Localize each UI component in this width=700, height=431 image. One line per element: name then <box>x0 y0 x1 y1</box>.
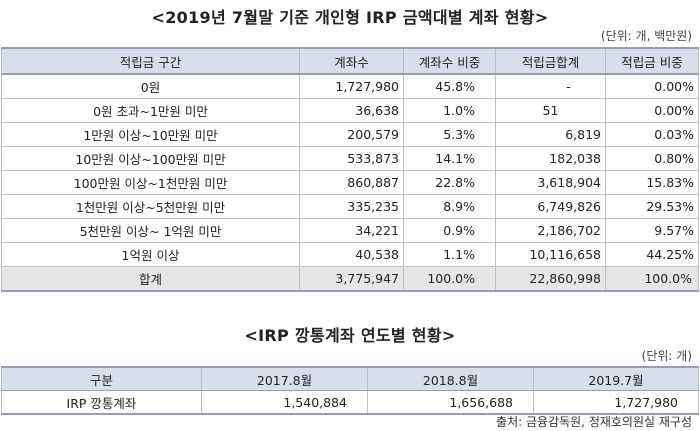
cell-reserve-share: 0.03% <box>605 122 699 147</box>
table-row: 1만원 이상~10만원 미만 200,579 5.3% 6,819 0.03% <box>1 122 699 147</box>
cell-range: 0원 초과~1만원 미만 <box>1 98 300 123</box>
table-row: 0원 초과~1만원 미만 36,638 1.0% 51 0.00% <box>1 98 699 123</box>
cell-reserve-total: 3,618,904 <box>495 170 606 195</box>
table2-title: <IRP 깡통계좌 연도별 현황> <box>244 326 456 345</box>
table-row: IRP 깡통계좌 1,540,884 1,656,688 1,727,980 <box>1 390 699 415</box>
cell-accounts: 3,775,947 <box>299 266 404 292</box>
cell-account-share: 14.1% <box>403 146 496 171</box>
cell-reserve-total: 6,749,826 <box>495 194 606 219</box>
table1-unit-note: (단위: 개, 백만원) <box>600 29 692 43</box>
cell-range: 0원 <box>1 73 300 99</box>
cell-account-share: 100.0% <box>403 266 496 292</box>
cell-reserve-share: 0.80% <box>605 146 699 171</box>
table-header-row: 적립금 구간 계좌수 계좌수 비중 적립금합계 적립금 비중 <box>1 47 699 75</box>
cell-reserve-share: 9.57% <box>605 218 699 243</box>
cell-reserve-share: 0.00% <box>605 73 699 99</box>
cell-reserve-share: 15.83% <box>605 170 699 195</box>
cell-reserve-share: 29.53% <box>605 194 699 219</box>
cell-accounts: 36,638 <box>299 98 404 123</box>
irp-amount-table: 적립금 구간 계좌수 계좌수 비중 적립금합계 적립금 비중 0원 1,727,9… <box>1 47 699 292</box>
table-row: 0원 1,727,980 45.8% -0.00% <box>1 73 699 99</box>
col-header-reserve-total: 적립금합계 <box>495 47 606 75</box>
cell-range: 합계 <box>1 266 300 292</box>
cell-range: 1천만원 이상~5천만원 미만 <box>1 194 300 219</box>
cell-accounts: 40,538 <box>299 242 404 267</box>
cell-accounts: 200,579 <box>299 122 404 147</box>
row-label: IRP 깡통계좌 <box>1 390 202 415</box>
cell-reserve-total: 22,860,998 <box>495 266 606 292</box>
cell-2017: 1,540,884 <box>201 390 368 415</box>
table1-title: <2019년 7월말 기준 개인형 IRP 금액대별 계좌 현황> <box>151 8 549 27</box>
col-header-2017: 2017.8월 <box>201 366 368 391</box>
cell-reserve-total: 10,116,658 <box>495 242 606 267</box>
cell-reserve-total: - <box>495 73 606 99</box>
col-header-2018: 2018.8월 <box>367 366 534 391</box>
cell-account-share: 22.8% <box>403 170 496 195</box>
cell-account-share: 5.3% <box>403 122 496 147</box>
table-row: 100만원 이상~1천만원 미만 860,887 22.8% 3,618,904 15.… <box>1 170 699 195</box>
col-header-2019: 2019.7월 <box>533 366 699 391</box>
cell-reserve-share: 0.00% <box>605 98 699 123</box>
cell-2018: 1,656,688 <box>367 390 534 415</box>
col-header-category: 구분 <box>1 366 202 391</box>
cell-reserve-total: 6,819 <box>495 122 606 147</box>
cell-reserve-share: 100.0% <box>605 266 699 292</box>
table-header-row: 구분 2017.8월 2018.8월 2019.7월 <box>1 366 699 391</box>
cell-reserve-total: 182,038 <box>495 146 606 171</box>
cell-accounts: 533,873 <box>299 146 404 171</box>
cell-range: 100만원 이상~1천만원 미만 <box>1 170 300 195</box>
cell-accounts: 34,221 <box>299 218 404 243</box>
table-row: 1천만원 이상~5천만원 미만 335,235 8.9% 6,749,826 29.53… <box>1 194 699 219</box>
cell-reserve-share: 44.25% <box>605 242 699 267</box>
source-note: 출처: 금융감독원, 정재호의원실 재구성 <box>496 415 692 429</box>
cell-account-share: 45.8% <box>403 73 496 99</box>
table-row: 5천만원 이상~ 1억원 미만 34,221 0.9% 2,186,702 9.57% <box>1 218 699 243</box>
cell-range: 5천만원 이상~ 1억원 미만 <box>1 218 300 243</box>
cell-accounts: 335,235 <box>299 194 404 219</box>
table-row: 1억원 이상 40,538 1.1% 10,116,658 44.25% <box>1 242 699 267</box>
cell-range: 10만원 이상~100만원 미만 <box>1 146 300 171</box>
cell-accounts: 1,727,980 <box>299 73 404 99</box>
cell-reserve-total: 2,186,702 <box>495 218 606 243</box>
cell-2019: 1,727,980 <box>533 390 699 415</box>
total-row: 합계 3,775,947 100.0% 22,860,998 100.0% <box>1 266 699 292</box>
cell-accounts: 860,887 <box>299 170 404 195</box>
cell-account-share: 1.0% <box>403 98 496 123</box>
cell-reserve-total: 51 <box>495 98 606 123</box>
irp-empty-account-table: 구분 2017.8월 2018.8월 2019.7월 IRP 깡통계좌 1,54… <box>1 366 699 415</box>
cell-range: 1억원 이상 <box>1 242 300 267</box>
table2-unit-note: (단위: 개) <box>641 349 692 363</box>
cell-range: 1만원 이상~10만원 미만 <box>1 122 300 147</box>
col-header-reserve-share: 적립금 비중 <box>605 47 699 75</box>
col-header-range: 적립금 구간 <box>1 47 300 75</box>
col-header-accounts: 계좌수 <box>299 47 404 75</box>
col-header-account-share: 계좌수 비중 <box>403 47 496 75</box>
cell-account-share: 1.1% <box>403 242 496 267</box>
cell-account-share: 8.9% <box>403 194 496 219</box>
table-row: 10만원 이상~100만원 미만 533,873 14.1% 182,038 0.80% <box>1 146 699 171</box>
cell-account-share: 0.9% <box>403 218 496 243</box>
